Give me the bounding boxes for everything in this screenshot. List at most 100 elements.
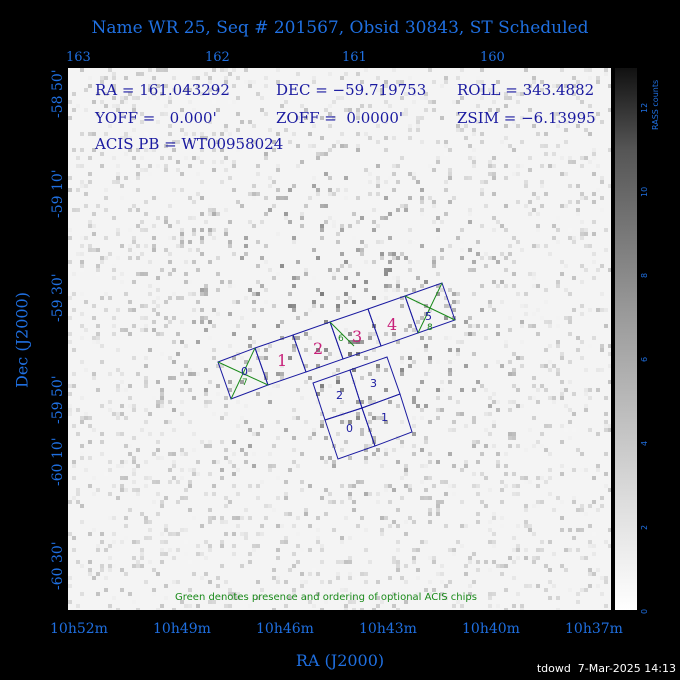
noise-pixel (448, 360, 452, 364)
noise-pixel (276, 188, 280, 192)
noise-pixel (472, 332, 476, 336)
noise-pixel (440, 256, 444, 260)
noise-pixel (152, 480, 156, 484)
noise-pixel (104, 292, 108, 296)
noise-pixel (504, 284, 508, 288)
noise-pixel (444, 596, 448, 600)
noise-pixel (68, 176, 72, 180)
noise-pixel (240, 416, 244, 420)
noise-pixel (496, 564, 500, 568)
noise-pixel (524, 304, 528, 308)
noise-pixel (144, 304, 148, 308)
noise-pixel (476, 560, 480, 564)
noise-pixel (480, 80, 484, 84)
noise-pixel (424, 372, 428, 376)
noise-pixel (600, 264, 604, 268)
noise-pixel (536, 440, 540, 444)
noise-pixel (104, 308, 108, 312)
noise-pixel (228, 220, 232, 224)
noise-pixel (512, 372, 516, 376)
noise-pixel (492, 228, 496, 232)
noise-pixel (396, 608, 400, 610)
noise-pixel (276, 436, 280, 440)
noise-pixel (240, 140, 244, 144)
noise-pixel (536, 556, 540, 560)
noise-pixel (300, 160, 304, 164)
noise-pixel (444, 336, 448, 340)
noise-pixel (576, 200, 580, 204)
acis-s-label-3: 3 (352, 327, 362, 346)
noise-pixel (132, 280, 136, 284)
noise-pixel (416, 404, 420, 408)
noise-pixel (200, 288, 204, 292)
noise-pixel (300, 548, 304, 552)
noise-pixel (448, 452, 452, 456)
noise-pixel (500, 524, 504, 528)
noise-pixel (588, 308, 592, 312)
noise-pixel (328, 500, 332, 504)
noise-pixel (552, 508, 556, 512)
noise-pixel (496, 80, 500, 84)
noise-pixel (384, 268, 388, 272)
noise-pixel (548, 320, 552, 324)
noise-pixel (376, 140, 380, 144)
noise-pixel (160, 560, 164, 564)
sky-image-plot[interactable]: 0 7 1 2 3 6 4 5 8 2 3 0 1 RA = 161.04329… (68, 68, 611, 610)
noise-pixel (232, 464, 236, 468)
noise-pixel (456, 412, 460, 416)
noise-pixel (484, 428, 488, 432)
noise-pixel (336, 308, 340, 312)
noise-pixel (276, 324, 280, 328)
noise-pixel (536, 244, 540, 248)
optional-label-0: 7 (242, 378, 248, 388)
noise-pixel (156, 312, 160, 316)
noise-pixel (536, 548, 540, 552)
noise-pixel (124, 76, 128, 80)
noise-pixel (472, 324, 476, 328)
noise-pixel (192, 472, 196, 476)
noise-pixel (512, 484, 516, 488)
noise-pixel (312, 80, 316, 84)
noise-pixel (100, 256, 104, 260)
noise-pixel (472, 260, 476, 264)
y-axis-label: Dec (J2000) (12, 292, 32, 388)
noise-pixel (188, 196, 192, 200)
noise-pixel (88, 572, 92, 576)
noise-pixel (268, 344, 272, 348)
noise-pixel (524, 548, 528, 552)
noise-pixel (108, 516, 112, 520)
noise-pixel (468, 212, 472, 216)
noise-pixel (204, 120, 208, 124)
noise-pixel (464, 424, 468, 428)
noise-pixel (68, 340, 72, 344)
noise-pixel (136, 488, 140, 492)
noise-pixel (568, 588, 572, 592)
noise-pixel (344, 328, 348, 332)
noise-pixel (224, 532, 228, 536)
noise-pixel (212, 228, 216, 232)
noise-pixel (424, 440, 428, 444)
noise-pixel (396, 164, 400, 168)
noise-pixel (476, 104, 480, 108)
noise-pixel (152, 76, 156, 80)
noise-pixel (304, 108, 308, 112)
noise-pixel (124, 536, 128, 540)
noise-pixel (68, 500, 72, 504)
noise-pixel (124, 580, 128, 584)
noise-pixel (536, 224, 540, 228)
noise-pixel (156, 480, 160, 484)
noise-pixel (336, 576, 340, 580)
noise-pixel (228, 388, 232, 392)
noise-pixel (472, 148, 476, 152)
noise-pixel (68, 116, 72, 120)
noise-pixel (168, 376, 172, 380)
noise-pixel (344, 188, 348, 192)
noise-pixel (332, 528, 336, 532)
noise-pixel (420, 244, 424, 248)
noise-pixel (432, 108, 436, 112)
noise-pixel (352, 368, 356, 372)
noise-pixel (72, 536, 76, 540)
noise-pixel (164, 168, 168, 172)
noise-pixel (568, 156, 572, 160)
noise-pixel (368, 116, 372, 120)
